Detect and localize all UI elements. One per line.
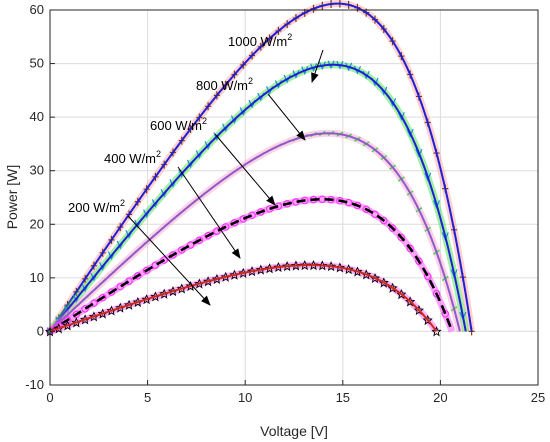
marker-400-9: [125, 277, 133, 285]
marker-200-29: [299, 260, 310, 271]
marker-400-12: [151, 261, 160, 270]
annotation-arrow-800: [267, 93, 306, 141]
y-tick-label-4: 30: [30, 163, 44, 178]
annotation-sup-800: 2: [248, 76, 253, 86]
curve-1000: [47, 0, 476, 336]
marker-400-40: [397, 233, 406, 242]
y-tick-label-1: 0: [37, 323, 44, 338]
x-tick-label-4: 20: [433, 390, 447, 405]
marker-400-20: [221, 223, 230, 231]
marker-400-41: [406, 244, 414, 253]
marker-400-6: [98, 293, 107, 302]
marker-400-10: [134, 271, 142, 280]
annotation-400: 400 W/m2: [104, 149, 241, 259]
curve-200: [44, 259, 442, 337]
x-tick-label-1: 5: [144, 390, 151, 405]
annotation-arrow-200: [127, 215, 211, 306]
annotation-800: 800 W/m2: [196, 76, 306, 141]
marker-400-15: [177, 246, 186, 254]
annotation-sup-400: 2: [156, 149, 161, 159]
x-tick-label-5: 25: [531, 390, 545, 405]
marker-400-37: [371, 210, 379, 219]
marker-200-43: [422, 314, 433, 326]
marker-400-39: [388, 224, 397, 233]
annotation-sup-600: 2: [202, 116, 207, 126]
annotation-600: 600 W/m2: [150, 116, 276, 206]
y-tick-label-5: 40: [30, 109, 44, 124]
marker-800-30: [309, 63, 318, 73]
marker-800-31: [318, 61, 326, 71]
x-tick-label-0: 0: [46, 390, 53, 405]
marker-800-42: [415, 148, 423, 158]
marker-400-2: [63, 316, 72, 324]
marker-400-18: [204, 231, 212, 240]
marker-400-19: [213, 227, 221, 236]
marker-200-41: [405, 296, 416, 307]
marker-400-36: [362, 205, 371, 214]
marker-400-17: [195, 236, 204, 245]
annotation-text-400: 400 W/m: [104, 151, 156, 166]
annotation-1000: 1000 W/m2: [228, 32, 324, 83]
curve-line-1000: [49, 2, 473, 332]
annotation-200: 200 W/m2: [68, 198, 211, 306]
marker-400-44: [432, 289, 441, 298]
marker-800-33: [336, 60, 344, 70]
annotation-sup-200: 2: [120, 198, 125, 208]
marker-400-11: [142, 266, 151, 275]
marker-400-7: [107, 288, 116, 296]
annotation-arrow-600: [214, 133, 276, 206]
marker-400-5: [90, 299, 98, 307]
curve-line-600: [49, 132, 461, 333]
x-tick-label-2: 10: [238, 390, 252, 405]
annotation-label-1000: 1000 W/m2: [228, 32, 292, 49]
annotation-label-800: 800 W/m2: [196, 76, 253, 93]
marker-200-40: [396, 288, 407, 300]
axes-box: [49, 9, 539, 386]
marker-400-13: [160, 256, 168, 264]
annotation-arrow-1000: [311, 49, 324, 83]
marker-400-4: [81, 304, 89, 313]
marker-800-41: [406, 128, 414, 138]
y-tick-label-2: 10: [30, 270, 44, 285]
y-tick-label-7: 60: [30, 2, 44, 17]
annotation-sup-1000: 2: [287, 32, 292, 42]
y-tick-label-0: -10: [25, 377, 44, 392]
annotation-label-600: 600 W/m2: [150, 116, 207, 133]
curve-line-800: [49, 63, 467, 333]
curve-400: [46, 195, 456, 336]
marker-200-30: [308, 259, 319, 271]
curve-line-400: [49, 197, 454, 333]
annotation-text-200: 200 W/m: [68, 200, 120, 215]
annotation-label-400: 400 W/m2: [104, 149, 161, 166]
annotation-text-1000: 1000 W/m: [228, 34, 287, 49]
y-tick-label-6: 50: [30, 56, 44, 71]
marker-400-16: [186, 241, 195, 249]
marker-400-21: [230, 219, 239, 227]
marker-800-32: [327, 60, 335, 70]
marker-400-8: [116, 282, 125, 291]
marker-800-34: [345, 62, 353, 72]
y-tick-label-3: 20: [30, 216, 44, 231]
x-tick-label-3: 15: [336, 390, 350, 405]
curve-line-200: [49, 264, 438, 333]
annotation-text-800: 800 W/m: [196, 78, 248, 93]
marker-400-42: [415, 257, 423, 266]
marker-400-43: [423, 272, 432, 281]
marker-200-42: [413, 304, 425, 316]
curves: [44, 0, 476, 337]
marker-400-38: [379, 216, 388, 225]
marker-200-44: [431, 326, 442, 337]
marker-400-14: [169, 251, 177, 259]
axes: [49, 9, 539, 386]
y-axis-label: Power [W]: [4, 165, 20, 230]
x-axis-label: Voltage [V]: [260, 423, 328, 439]
annotation-label-200: 200 W/m2: [68, 198, 125, 215]
annotation-text-600: 600 W/m: [150, 118, 202, 133]
annotation-arrow-400: [177, 166, 241, 259]
